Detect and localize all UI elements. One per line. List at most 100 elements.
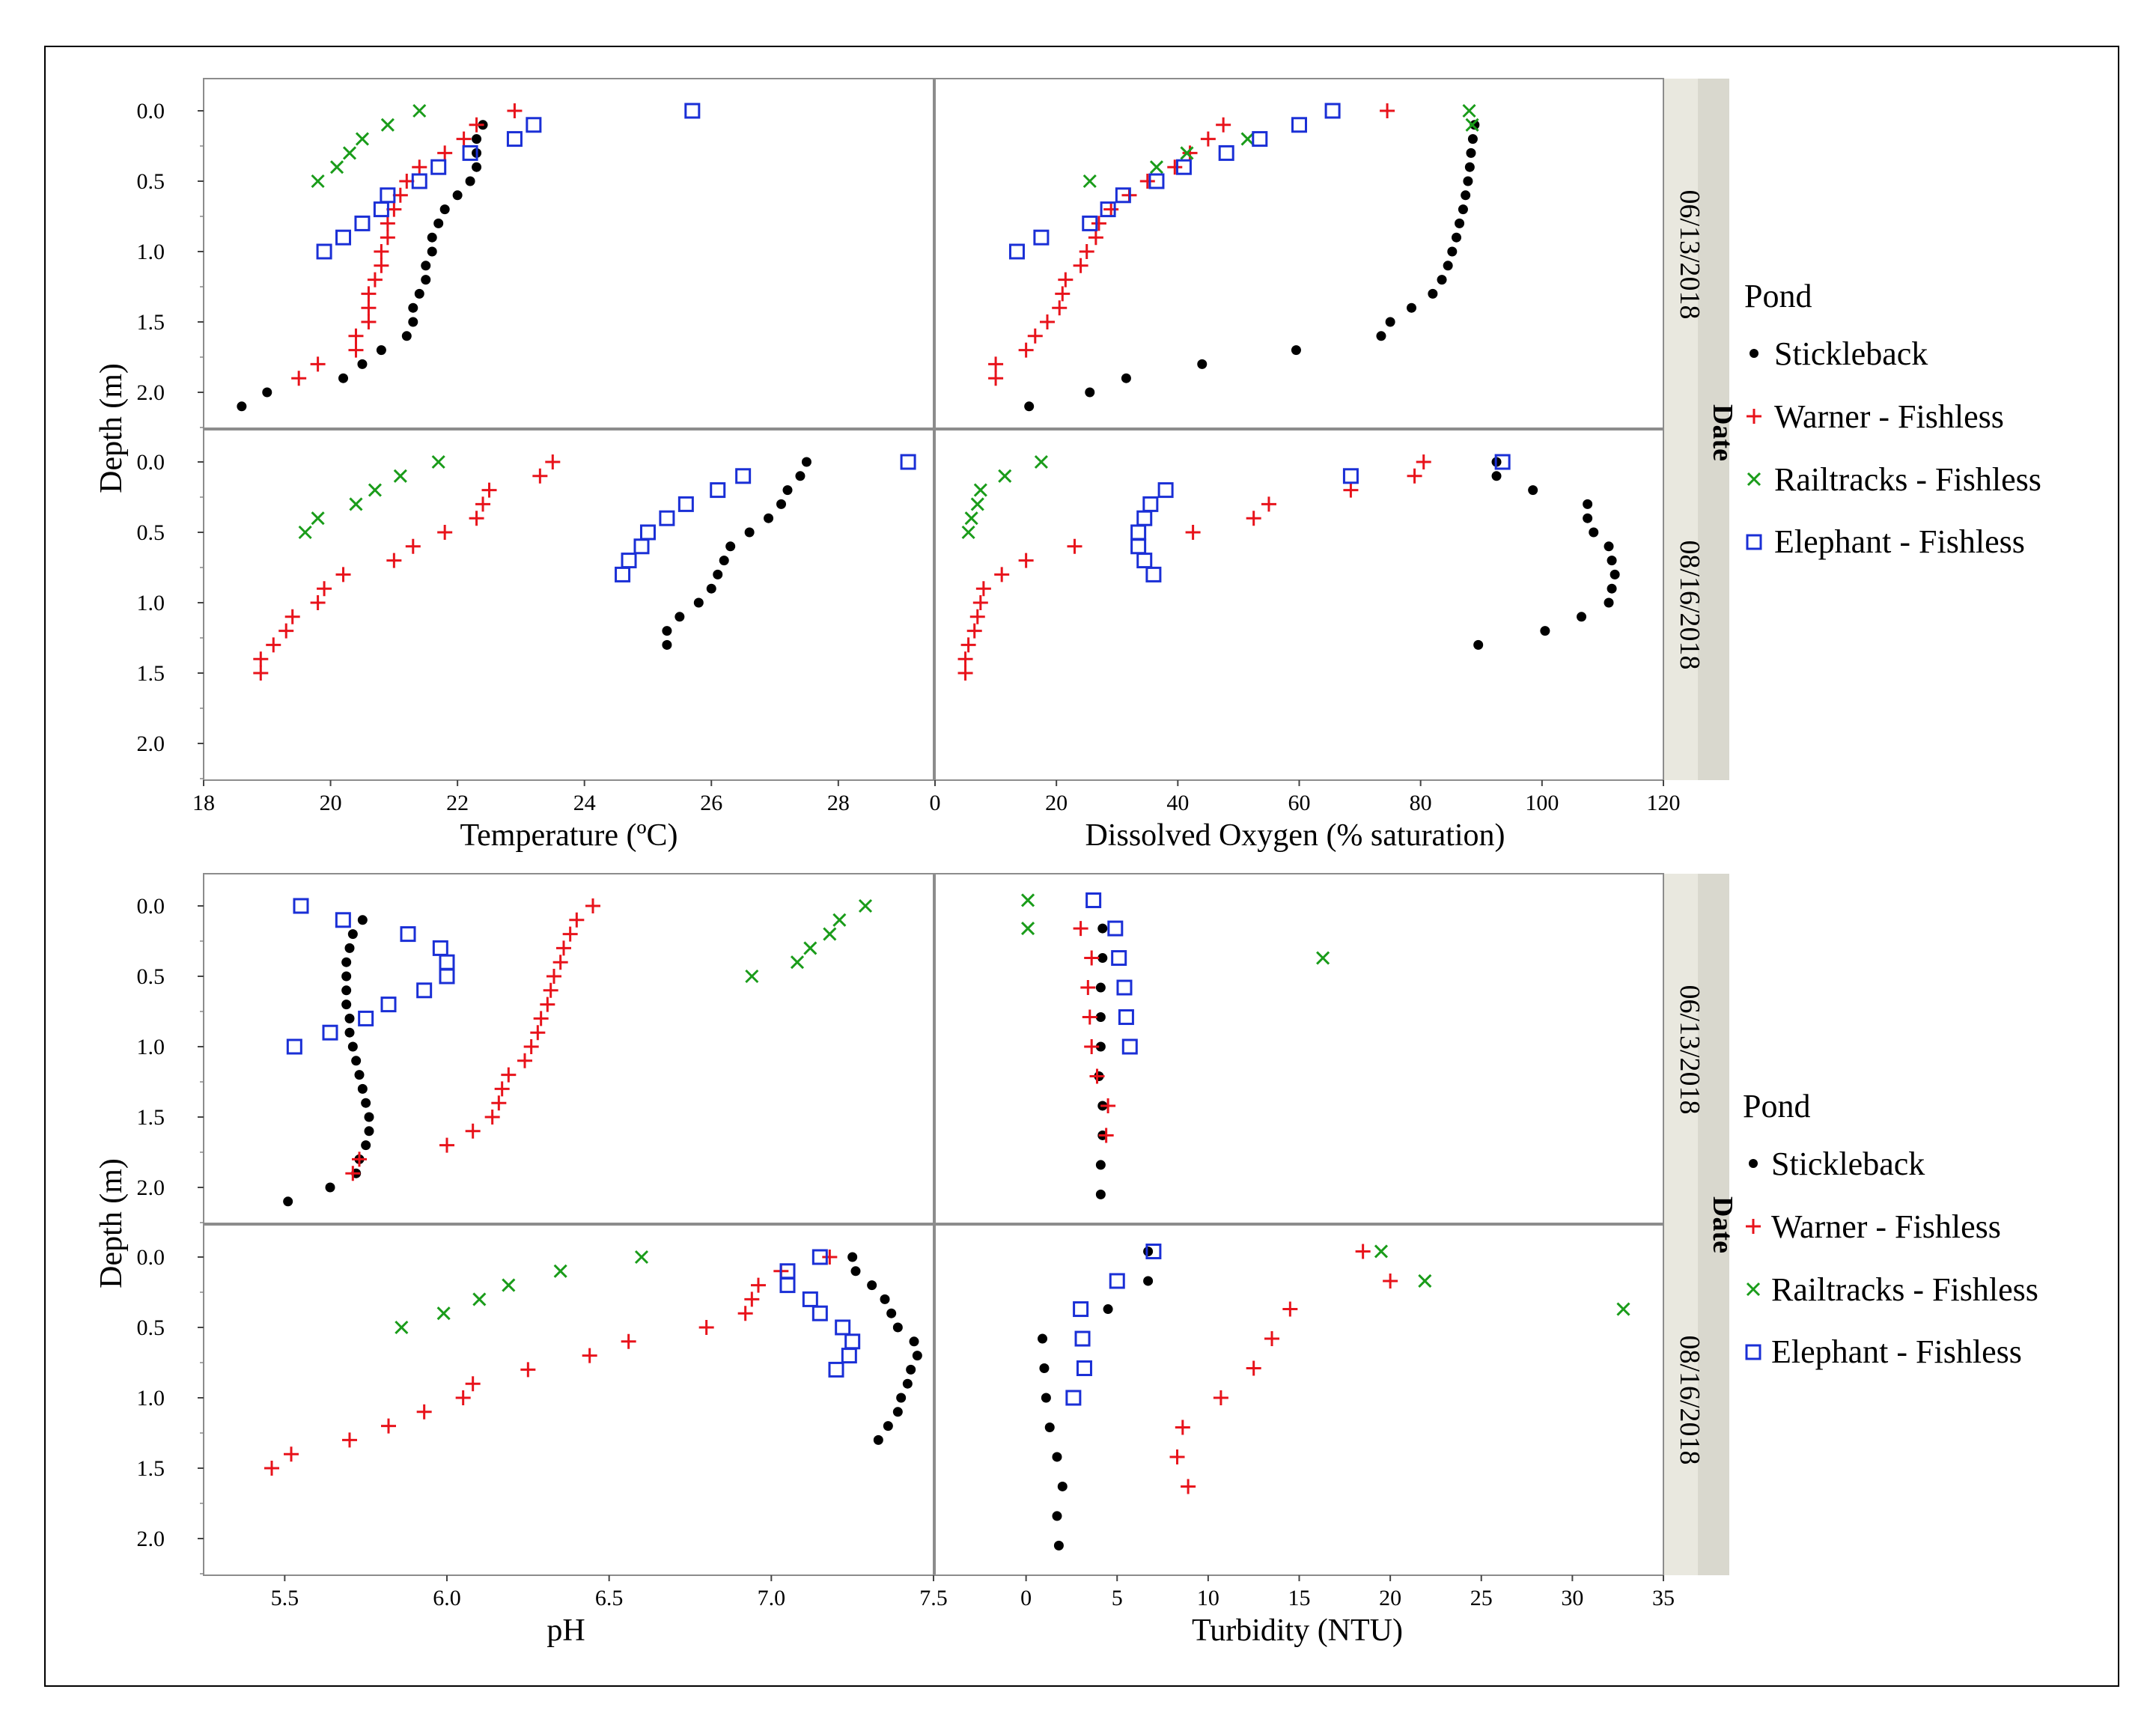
point-stickleback bbox=[427, 246, 437, 257]
point-stickleback bbox=[1052, 1511, 1062, 1521]
point-warner-fishless bbox=[517, 1053, 532, 1068]
point-railtracks-fishless bbox=[803, 941, 817, 955]
point-warner-fishless bbox=[465, 1123, 481, 1139]
chart-dissolved-oxygen: 0 20 40 60 80 100 120 bbox=[930, 78, 1681, 815]
legend-marker-plus bbox=[1746, 1219, 1761, 1234]
y-tick-label: 1.0 bbox=[137, 1035, 165, 1059]
point-stickleback bbox=[1428, 288, 1438, 299]
point-warner-fishless bbox=[253, 666, 269, 681]
series-stickleback bbox=[1024, 120, 1480, 412]
point-stickleback bbox=[744, 527, 755, 538]
y-tick-label: 0.0 bbox=[137, 99, 165, 124]
point-stickleback bbox=[713, 569, 723, 579]
point-warner-fishless bbox=[552, 955, 568, 970]
point-elephant-fishless bbox=[322, 1024, 338, 1041]
x-tick-label: 5 bbox=[1112, 1586, 1123, 1610]
point-warner-fishless bbox=[310, 356, 326, 372]
point-elephant-fishless bbox=[411, 173, 427, 189]
point-stickleback bbox=[1470, 120, 1480, 130]
x-tick-label: 35 bbox=[1652, 1586, 1675, 1610]
point-elephant-fishless bbox=[1145, 1243, 1162, 1259]
series-railtracks-fishless bbox=[1082, 103, 1479, 189]
point-warner-fishless bbox=[960, 637, 976, 653]
point-warner-fishless bbox=[1055, 286, 1071, 302]
panel-frame bbox=[203, 429, 934, 781]
point-elephant-fishless bbox=[462, 144, 478, 161]
point-warner-fishless bbox=[367, 272, 383, 287]
point-warner-fishless bbox=[1080, 980, 1096, 996]
point-elephant-fishless bbox=[1082, 215, 1098, 231]
point-stickleback bbox=[1466, 147, 1476, 158]
point-railtracks-fishless bbox=[823, 927, 837, 941]
point-elephant-fishless bbox=[526, 117, 542, 133]
point-railtracks-fishless bbox=[395, 1320, 409, 1335]
point-stickleback bbox=[883, 1421, 893, 1431]
point-stickleback bbox=[1407, 302, 1417, 313]
point-stickleback bbox=[776, 499, 787, 509]
point-elephant-fishless bbox=[380, 997, 397, 1013]
point-warner-fishless bbox=[621, 1333, 636, 1349]
point-warner-fishless bbox=[1018, 342, 1034, 358]
y-tick-label: 1.0 bbox=[137, 591, 165, 615]
point-stickleback bbox=[237, 401, 247, 412]
point-stickleback bbox=[421, 275, 431, 285]
point-elephant-fishless bbox=[835, 1319, 851, 1336]
point-railtracks-fishless bbox=[311, 174, 325, 189]
x-tick-label: 25 bbox=[1470, 1586, 1493, 1610]
legend-entry-elephant: Elephant - Fishless bbox=[1745, 1333, 2022, 1370]
series-railtracks-fishless bbox=[1374, 1244, 1630, 1316]
panel-dissolved-oxygen-06-13-2018 bbox=[934, 78, 1664, 429]
point-warner-fishless bbox=[1182, 145, 1198, 161]
point-elephant-fishless bbox=[1118, 1009, 1134, 1026]
point-stickleback bbox=[1540, 626, 1550, 636]
point-elephant-fishless bbox=[900, 454, 916, 470]
point-railtracks-fishless bbox=[1020, 893, 1035, 907]
point-warner-fishless bbox=[501, 1067, 517, 1083]
point-railtracks-fishless bbox=[964, 511, 978, 526]
point-warner-fishless bbox=[1343, 482, 1359, 498]
chart-temperature: 0.0 0.5 1.0 1.5 2.0 0.0 0.5 1.0 1.5 2.0 18 20 22 24 26… bbox=[137, 78, 934, 815]
point-elephant-fishless bbox=[1076, 1360, 1092, 1377]
x-tick-label: 24 bbox=[573, 791, 596, 815]
panel-temperature-06-13-2018: 0.0 0.5 1.0 1.5 2.0 bbox=[137, 78, 934, 429]
legend-entry-warner: Warner - Fishless bbox=[1746, 1208, 2001, 1245]
legend-label: Stickleback bbox=[1771, 1145, 1925, 1182]
point-warner-fishless bbox=[317, 581, 332, 597]
point-railtracks-fishless bbox=[355, 132, 370, 146]
point-elephant-fishless bbox=[1109, 1273, 1125, 1289]
point-stickleback bbox=[341, 957, 352, 967]
point-elephant-fishless bbox=[358, 1010, 374, 1026]
legend-entry-railtracks: Railtracks - Fishless bbox=[1746, 1271, 2038, 1308]
point-warner-fishless bbox=[698, 1320, 714, 1335]
y-axis-title-top: Depth (m) bbox=[94, 363, 129, 493]
point-elephant-fishless bbox=[1115, 187, 1131, 204]
point-warner-fishless bbox=[1261, 496, 1276, 512]
x-tick-label: 20 bbox=[320, 791, 342, 815]
legend-label: Stickleback bbox=[1774, 335, 1928, 372]
point-stickleback bbox=[1583, 499, 1593, 509]
point-stickleback bbox=[1039, 1363, 1050, 1374]
point-railtracks-fishless bbox=[502, 1278, 516, 1292]
point-warner-fishless bbox=[1200, 131, 1216, 147]
series-warner-fishless bbox=[345, 898, 600, 1181]
point-railtracks-fishless bbox=[342, 146, 357, 160]
series-railtracks-fishless bbox=[745, 898, 873, 984]
point-stickleback bbox=[1458, 204, 1468, 215]
point-warner-fishless bbox=[1167, 159, 1183, 175]
point-stickleback bbox=[376, 345, 386, 356]
point-warner-fishless bbox=[484, 1110, 500, 1125]
point-stickleback bbox=[1291, 345, 1301, 356]
point-warner-fishless bbox=[520, 1362, 536, 1378]
point-stickleback bbox=[357, 915, 368, 925]
y-tick-label: 1.5 bbox=[137, 310, 165, 335]
point-stickleback bbox=[1376, 331, 1386, 341]
point-railtracks-fishless bbox=[368, 483, 382, 497]
point-elephant-fishless bbox=[1148, 173, 1165, 189]
legend-marker-dot bbox=[1750, 349, 1758, 358]
point-stickleback bbox=[1437, 275, 1447, 285]
point-warner-fishless bbox=[1091, 216, 1106, 231]
point-stickleback bbox=[896, 1393, 907, 1403]
point-elephant-fishless bbox=[1175, 159, 1192, 175]
series-stickleback bbox=[1038, 1246, 1154, 1551]
